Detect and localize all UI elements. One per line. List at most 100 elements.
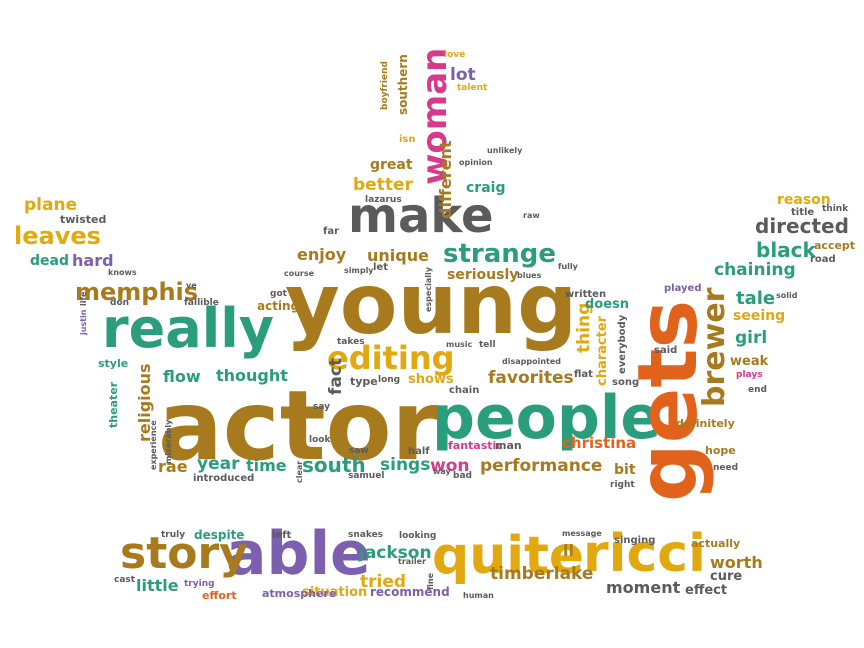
word: love [444, 50, 466, 60]
word: different [436, 140, 455, 219]
word: fantastic [448, 439, 503, 452]
word: flow [163, 367, 201, 386]
word: style [98, 357, 129, 370]
word: definitely [676, 417, 735, 430]
word: ll [563, 541, 574, 560]
word: long [378, 375, 401, 385]
word: message [562, 529, 602, 538]
word: christina [562, 434, 637, 452]
word: tried [360, 572, 407, 592]
word: course [284, 269, 315, 278]
word: experience [149, 420, 158, 470]
word: fact [326, 357, 346, 395]
word: introduced [193, 473, 255, 484]
word: hope [705, 444, 736, 457]
word: snakes [348, 530, 384, 540]
word: life [79, 291, 88, 306]
word: ve [186, 281, 197, 290]
word: quite [432, 526, 585, 586]
word: man [495, 439, 522, 452]
word: shows [408, 372, 454, 387]
word: theater [107, 381, 120, 428]
word: leaves [14, 222, 101, 250]
word: cast [114, 575, 136, 585]
word: effect [685, 583, 728, 598]
word: thought [216, 366, 288, 385]
word: seriously [447, 267, 519, 283]
word: solid [776, 291, 798, 300]
word: talent [457, 83, 488, 93]
word: doesn [585, 297, 630, 312]
word: type [350, 375, 378, 388]
word: enjoy [297, 245, 347, 264]
word: miserably [164, 419, 173, 464]
word: young [285, 255, 578, 353]
word: tale [736, 288, 776, 309]
word: year [197, 454, 240, 474]
word: south [302, 453, 366, 477]
word: moment [606, 578, 681, 597]
word: ricci [583, 524, 706, 584]
word: character [595, 315, 610, 386]
word: cure [710, 569, 743, 584]
word: end [748, 385, 767, 395]
word: lazarus [365, 195, 402, 205]
word: chaining [714, 260, 796, 280]
word: story [120, 528, 248, 579]
word: saw [349, 446, 369, 456]
word: reason [777, 192, 831, 208]
word: fallible [184, 298, 219, 308]
word: isn [399, 134, 416, 145]
word: better [353, 175, 413, 195]
word: human [463, 591, 494, 600]
word: great [370, 157, 413, 173]
word: lot [450, 65, 476, 85]
word: hard [72, 251, 114, 270]
word: right [610, 480, 635, 490]
word: raw [523, 211, 540, 220]
word: opinion [459, 158, 493, 167]
word: rae [158, 457, 188, 476]
word: got [270, 289, 287, 299]
word: southern [396, 54, 410, 115]
word: title [791, 207, 815, 218]
word: justin [79, 309, 88, 335]
word: looking [399, 531, 437, 541]
word: won [430, 456, 470, 476]
word: song [612, 377, 640, 388]
word: able [226, 519, 371, 589]
word: half [408, 446, 430, 457]
word: fully [558, 262, 578, 271]
word: written [565, 289, 607, 300]
word: plays [736, 370, 763, 380]
word: chain [449, 385, 480, 396]
word: way [433, 467, 451, 476]
word: truly [161, 530, 186, 540]
word: left [272, 530, 292, 541]
word: situation [302, 585, 368, 600]
word: directed [755, 214, 849, 238]
word: sings [380, 455, 431, 475]
word: performance [480, 456, 603, 476]
word: said [654, 345, 678, 356]
word: road [810, 254, 836, 265]
word: really [102, 297, 274, 360]
word: flat [574, 369, 593, 380]
word: people [432, 383, 662, 453]
word: need [713, 463, 739, 473]
word: especially [424, 267, 433, 312]
word: tell [479, 340, 496, 350]
word: let [373, 262, 388, 273]
word: acting [257, 299, 300, 313]
word: disappointed [502, 357, 561, 366]
word: actually [691, 537, 741, 550]
word: clear [295, 460, 304, 483]
word: far [323, 226, 340, 237]
word: knows [108, 268, 137, 277]
word: everybody [617, 314, 628, 374]
word: dead [30, 253, 69, 269]
word: takes [337, 337, 365, 347]
word: seeing [733, 308, 786, 324]
word: girl [735, 328, 768, 348]
word: boyfriend [380, 61, 390, 110]
